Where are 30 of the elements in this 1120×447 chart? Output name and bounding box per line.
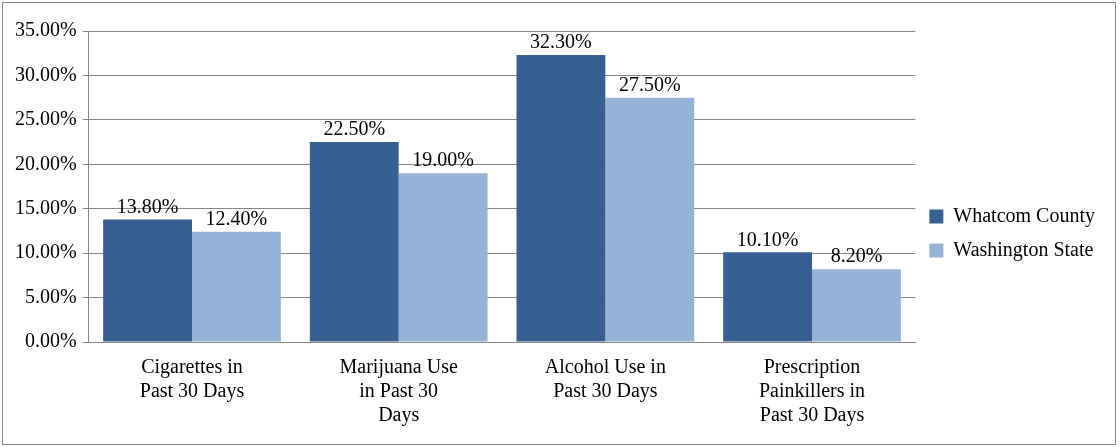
- y-tick-label: 15.00%: [14, 195, 77, 218]
- legend-label: Whatcom County: [953, 203, 1095, 227]
- bar: [723, 252, 813, 342]
- data-label: 27.50%: [618, 72, 681, 95]
- y-tick-label: 25.00%: [14, 107, 77, 130]
- bar: [309, 142, 399, 342]
- bar: [812, 269, 901, 342]
- y-tick-label: 0.00%: [24, 329, 77, 352]
- bar: [192, 231, 281, 342]
- x-tick-label: Alcohol Use in Past 30 Days: [544, 355, 666, 403]
- data-label: 32.30%: [530, 30, 592, 53]
- legend-label: Washington State: [953, 237, 1094, 261]
- data-label: 13.80%: [116, 194, 179, 217]
- data-label: 8.20%: [830, 244, 883, 267]
- bar: [605, 97, 695, 342]
- bar: [516, 54, 606, 342]
- data-label: 19.00%: [412, 148, 474, 171]
- x-tick-label: Prescription Painkillers in Past 30 Days: [758, 355, 866, 427]
- x-tick-label: Cigarettes in Past 30 Days: [139, 355, 245, 403]
- y-tick-label: 20.00%: [14, 151, 77, 174]
- y-tick-label: 30.00%: [14, 62, 77, 85]
- data-label: 22.50%: [323, 117, 386, 140]
- bar: [398, 173, 488, 342]
- x-tick-label: Marijuana Use in Past 30 Days: [339, 355, 458, 427]
- bar: [103, 219, 192, 342]
- data-label: 10.10%: [736, 227, 799, 250]
- y-tick-label: 35.00%: [14, 18, 77, 41]
- y-tick-label: 10.00%: [14, 240, 77, 263]
- y-tick-label: 5.00%: [24, 284, 77, 307]
- data-label: 12.40%: [205, 207, 268, 230]
